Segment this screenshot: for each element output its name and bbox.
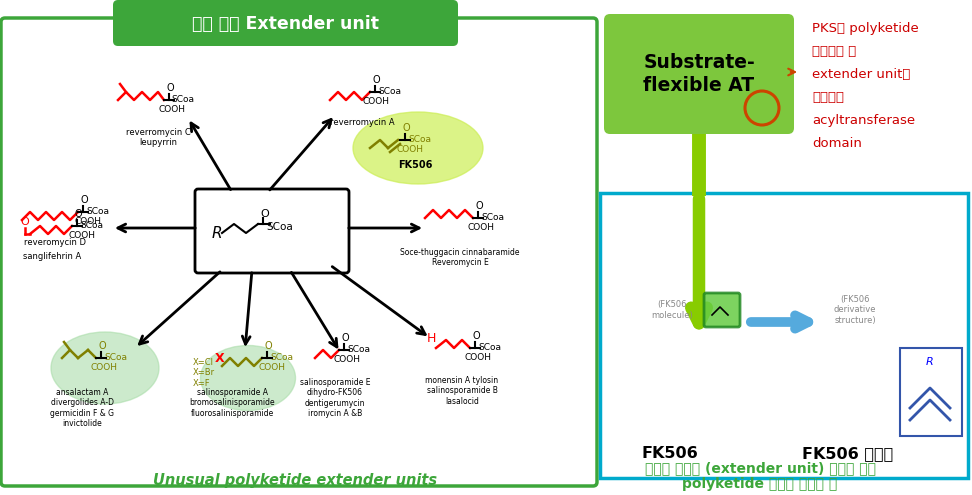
Text: O: O	[80, 195, 87, 205]
Text: X: X	[215, 352, 225, 365]
Text: COOH: COOH	[464, 353, 491, 362]
Text: COOH: COOH	[90, 363, 117, 372]
Text: COOH: COOH	[333, 355, 360, 364]
Text: SCoa: SCoa	[86, 207, 109, 216]
Text: O: O	[372, 75, 380, 85]
Text: SCoa: SCoa	[80, 221, 103, 230]
Ellipse shape	[353, 112, 483, 184]
Text: (FK506
molecule): (FK506 molecule)	[651, 300, 693, 320]
Text: O: O	[341, 333, 349, 343]
Bar	[600, 193, 968, 478]
Text: Substrate-
flexible AT: Substrate- flexible AT	[643, 53, 755, 95]
Text: Unusual polyketide extender units: Unusual polyketide extender units	[153, 473, 437, 488]
Text: domain: domain	[812, 137, 862, 150]
Text: O: O	[98, 341, 106, 351]
Text: SCoa: SCoa	[266, 222, 293, 232]
Text: polyketide 유도체 생합성 예: polyketide 유도체 생합성 예	[682, 477, 838, 491]
FancyBboxPatch shape	[113, 0, 458, 46]
Text: SCoa: SCoa	[378, 87, 401, 96]
Text: SCoa: SCoa	[481, 213, 504, 222]
Text: O: O	[472, 331, 479, 341]
Text: salinosporamide A
bromosalinisporamide
fluorosalinisporamide: salinosporamide A bromosalinisporamide f…	[190, 388, 275, 418]
Text: R: R	[212, 226, 223, 241]
Text: extender unit을: extender unit을	[812, 68, 911, 81]
Text: SCoa: SCoa	[171, 95, 194, 104]
Text: acyltransferase: acyltransferase	[812, 114, 915, 127]
Text: FK506: FK506	[398, 160, 433, 170]
Text: O: O	[264, 341, 271, 351]
Text: O: O	[260, 209, 268, 219]
Text: FK506 유도체: FK506 유도체	[802, 446, 893, 461]
Text: 합성과정 중: 합성과정 중	[812, 45, 856, 58]
Text: reverromycin C
leupyrrin: reverromycin C leupyrrin	[125, 128, 191, 148]
Ellipse shape	[200, 346, 295, 410]
Text: COOH: COOH	[74, 217, 101, 226]
Text: Soce-thuggacin cinnabaramide
Reveromycin E: Soce-thuggacin cinnabaramide Reveromycin…	[400, 248, 520, 267]
Text: monensin A tylosin
salinosporamide B
lasalocid: monensin A tylosin salinosporamide B las…	[426, 376, 499, 406]
Text: O: O	[74, 209, 82, 219]
FancyBboxPatch shape	[604, 14, 794, 134]
Text: O: O	[20, 217, 29, 227]
Text: 생합성 전구체 (extender unit) 변형에 의한: 생합성 전구체 (extender unit) 변형에 의한	[644, 461, 876, 475]
Text: X=Cl
X=Br
X=F: X=Cl X=Br X=F	[193, 358, 215, 388]
Text: COOH: COOH	[362, 97, 389, 106]
Text: FK506: FK506	[642, 446, 698, 461]
FancyBboxPatch shape	[1, 18, 597, 486]
Text: PKS의 polyketide: PKS의 polyketide	[812, 22, 919, 35]
Text: reveromycin D: reveromycin D	[24, 238, 86, 247]
Text: SCoa: SCoa	[347, 345, 370, 354]
Bar	[900, 348, 962, 436]
Text: SCoa: SCoa	[478, 343, 501, 352]
Text: SCoa: SCoa	[104, 353, 127, 362]
Ellipse shape	[51, 332, 159, 404]
Text: O: O	[166, 83, 174, 93]
Text: O: O	[475, 201, 483, 211]
Text: H: H	[427, 332, 436, 345]
Text: COOH: COOH	[68, 231, 95, 240]
Text: COOH: COOH	[396, 145, 423, 154]
Text: 선택하는: 선택하는	[812, 91, 844, 104]
Text: SCoa: SCoa	[270, 353, 293, 362]
Text: COOH: COOH	[467, 223, 494, 232]
Text: ansalactam A
divergolides A-D
germicidin F & G
invictolide: ansalactam A divergolides A-D germicidin…	[50, 388, 114, 428]
Text: O: O	[402, 123, 409, 133]
Text: COOH: COOH	[258, 363, 285, 372]
Text: COOH: COOH	[158, 105, 185, 114]
FancyBboxPatch shape	[195, 189, 349, 273]
Text: sanglifehrin A: sanglifehrin A	[23, 252, 81, 261]
Text: R: R	[926, 357, 934, 367]
Text: salinosporamide E
dihydro-FK506
dentigerumycin
iromycin A &B: salinosporamide E dihydro-FK506 dentiger…	[299, 378, 370, 418]
Text: reverromycin A: reverromycin A	[330, 118, 395, 127]
FancyBboxPatch shape	[704, 293, 740, 327]
Text: SCoa: SCoa	[408, 135, 431, 144]
Text: (FK506
derivative
structure): (FK506 derivative structure)	[834, 295, 876, 325]
Text: 특이 구조 Extender unit: 특이 구조 Extender unit	[191, 15, 378, 33]
